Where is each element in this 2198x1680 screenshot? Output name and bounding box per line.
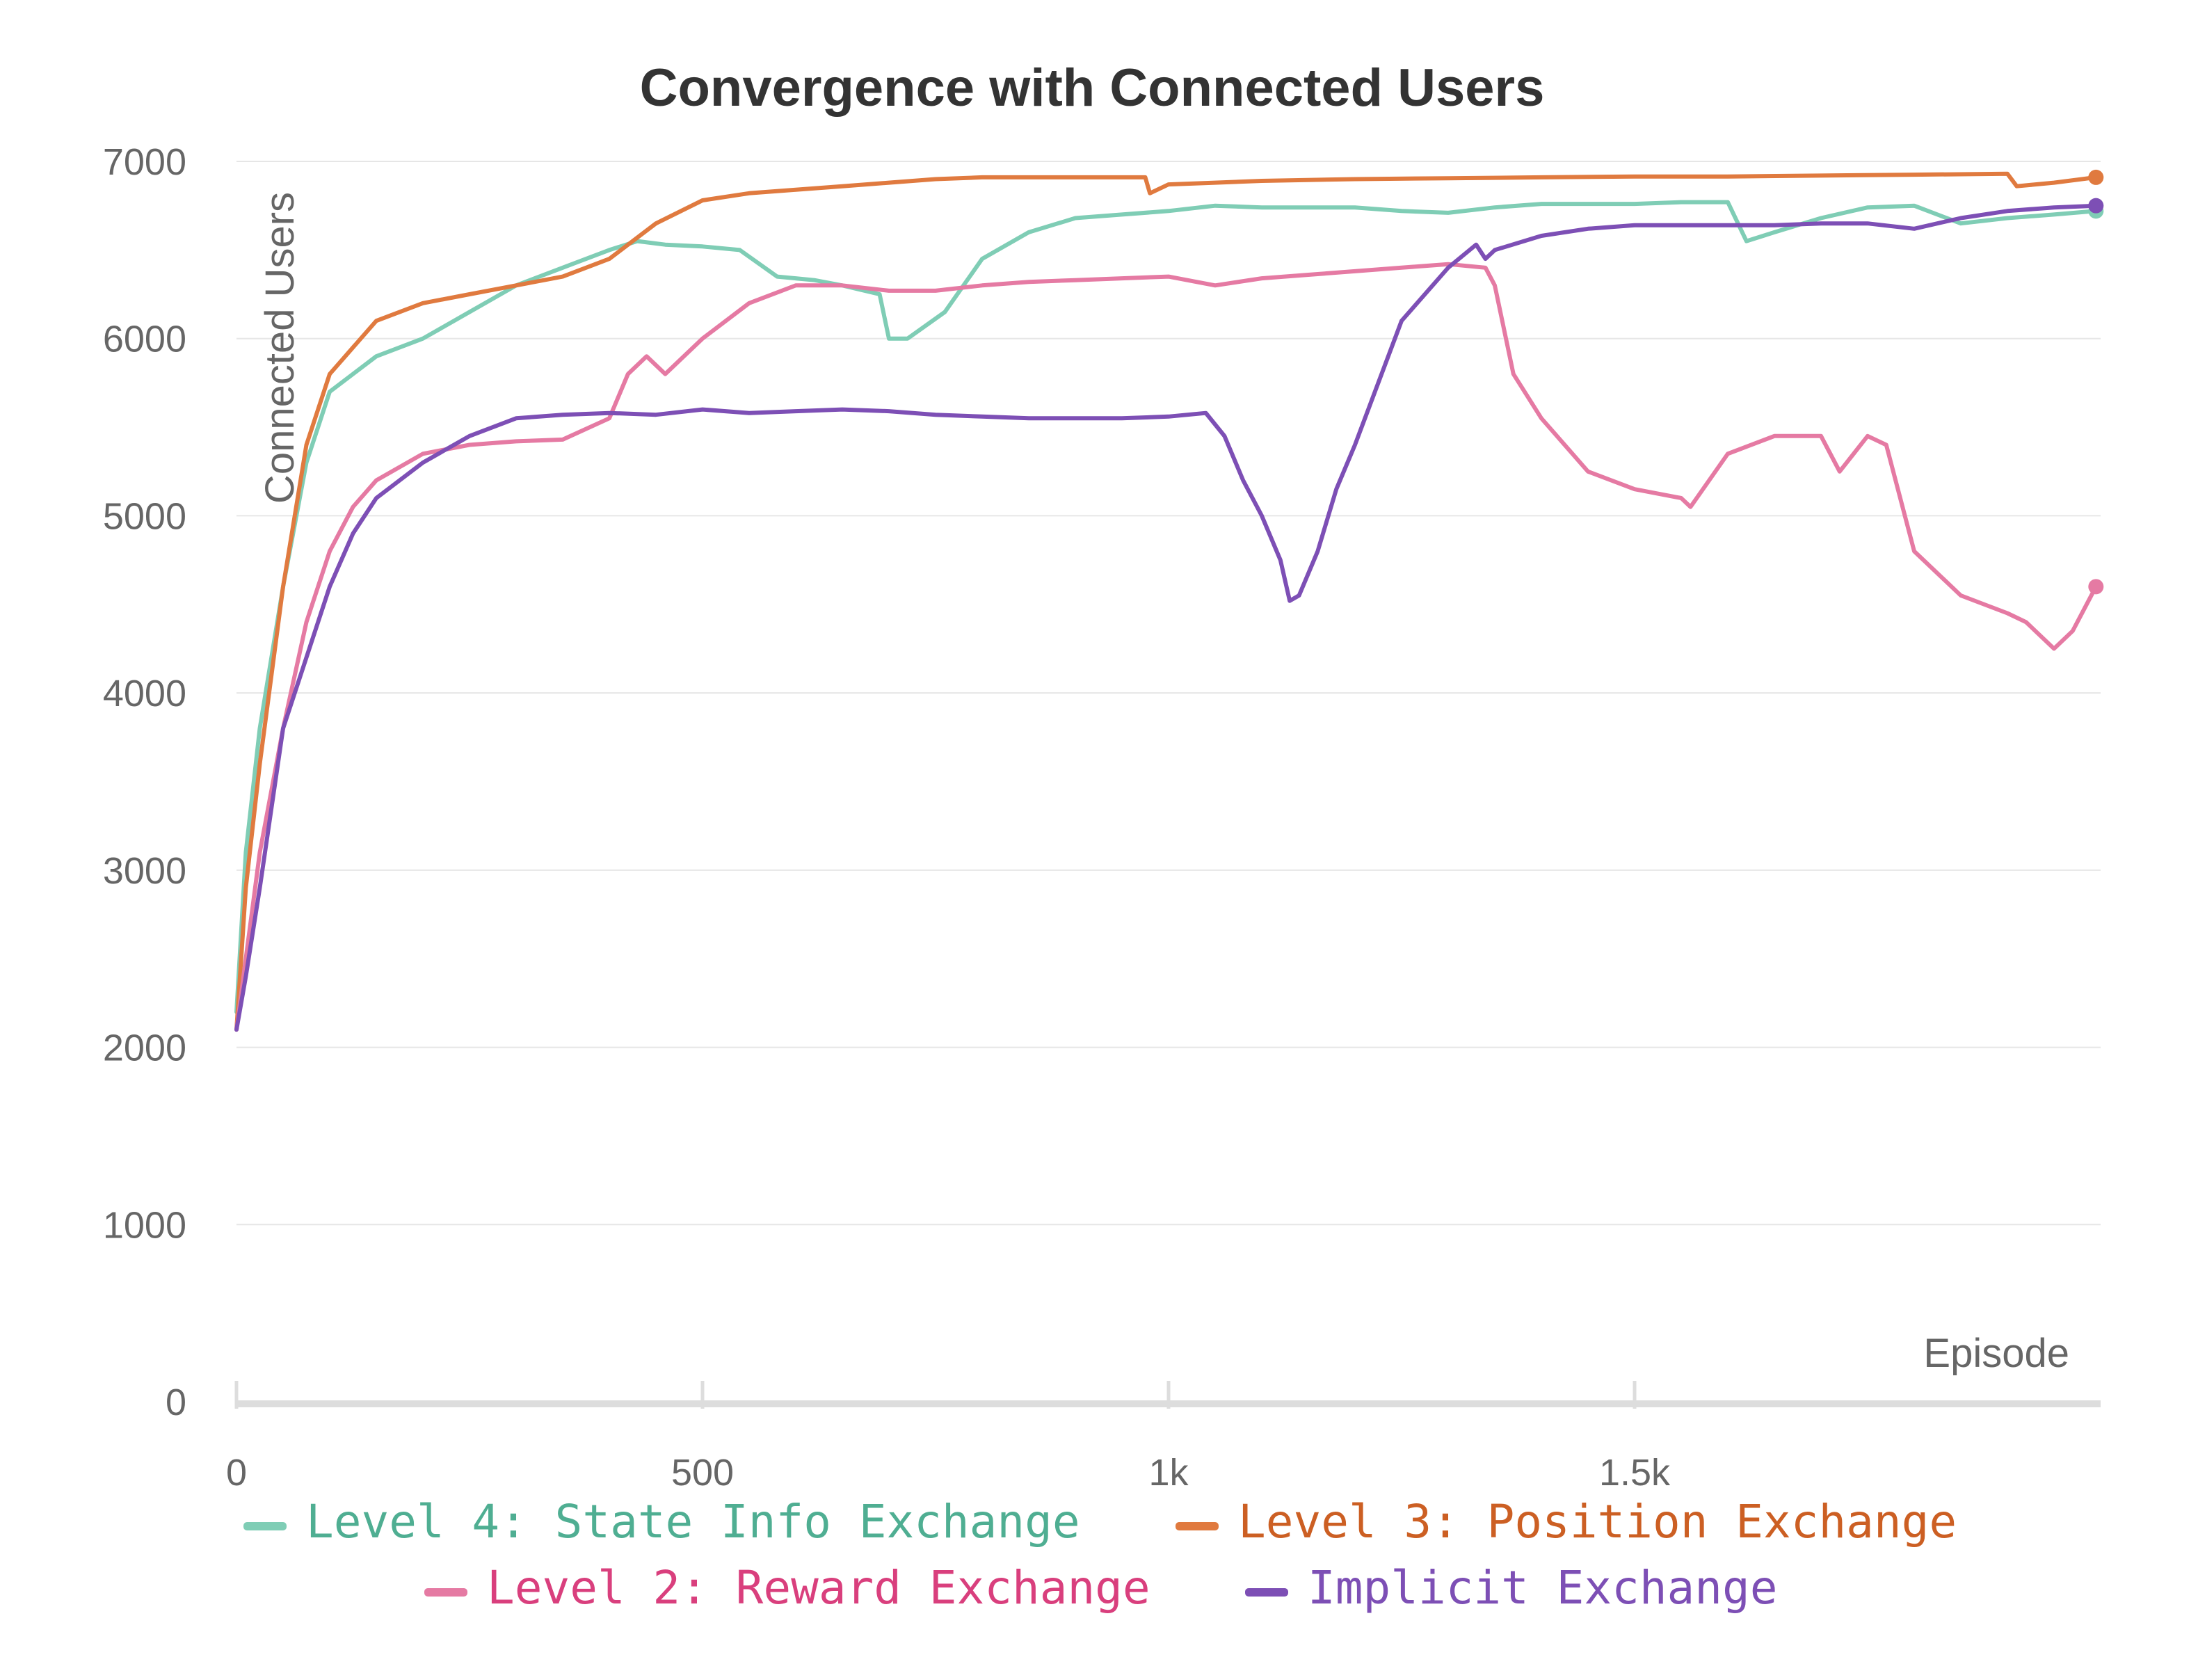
y-tick-label: 6000 bbox=[103, 319, 186, 360]
series-lines bbox=[234, 169, 2104, 1032]
gridlines bbox=[236, 161, 2101, 1226]
series-line-1 bbox=[234, 171, 2099, 1032]
y-tick-label: 1000 bbox=[103, 1204, 186, 1246]
y-axis-label: Connected Users bbox=[257, 192, 303, 504]
x-tick-label: 1.5k bbox=[1599, 1452, 1671, 1494]
series-line-3 bbox=[234, 203, 2099, 1032]
legend: Level 4: State Info Exchange Level 3: Pos… bbox=[243, 1495, 1957, 1615]
y-tick-label: 4000 bbox=[103, 673, 186, 714]
y-tick-label: 0 bbox=[166, 1382, 186, 1423]
series-line-2 bbox=[234, 262, 2099, 1032]
y-tick-label: 7000 bbox=[103, 141, 186, 183]
legend-swatch bbox=[1176, 1522, 1219, 1530]
series-endpoint-1 bbox=[2088, 169, 2104, 185]
x-tick-label: 500 bbox=[671, 1452, 734, 1494]
legend-label: Implicit Exchange bbox=[1308, 1561, 1778, 1615]
legend-swatch bbox=[243, 1522, 287, 1530]
legend-swatch bbox=[1245, 1588, 1288, 1597]
series-endpoint-2 bbox=[2088, 579, 2104, 595]
legend-label: Level 4: State Info Exchange bbox=[306, 1495, 1080, 1549]
y-axis-ticks: 0 1000 2000 3000 4000 5000 6000 7000 bbox=[103, 141, 186, 1423]
chart-title: Convergence with Connected Users bbox=[640, 58, 1545, 118]
x-tick-label: 1k bbox=[1148, 1452, 1189, 1494]
y-tick-label: 5000 bbox=[103, 495, 186, 537]
y-tick-label: 2000 bbox=[103, 1027, 186, 1069]
legend-swatch bbox=[424, 1588, 467, 1597]
x-axis-label: Episode bbox=[1923, 1331, 2069, 1376]
y-tick-label: 3000 bbox=[103, 850, 186, 892]
x-axis: 0 500 1k 1.5k bbox=[226, 1381, 2101, 1494]
x-tick-label: 0 bbox=[226, 1452, 247, 1494]
series-endpoint-3 bbox=[2088, 198, 2104, 214]
legend-label: Level 3: Position Exchange bbox=[1238, 1495, 1957, 1549]
legend-label: Level 2: Reward Exchange bbox=[487, 1561, 1150, 1615]
series-line-0 bbox=[234, 200, 2099, 1014]
